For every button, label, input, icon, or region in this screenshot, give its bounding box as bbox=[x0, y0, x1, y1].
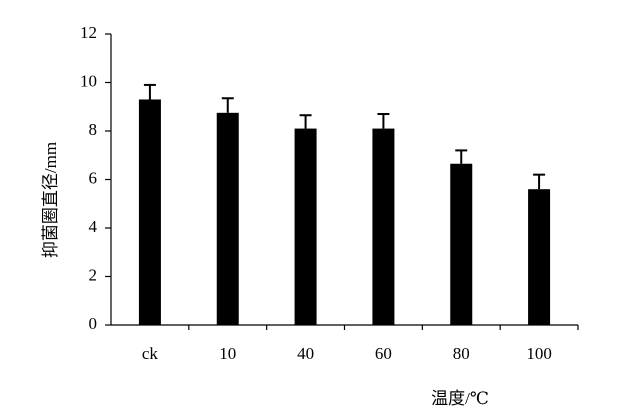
bar bbox=[216, 112, 239, 325]
y-tick-label: 12 bbox=[80, 23, 97, 42]
bar bbox=[450, 163, 473, 325]
error-bar bbox=[299, 114, 312, 129]
x-axis-label: 温度/℃ bbox=[431, 389, 489, 408]
x-tick-label: 60 bbox=[375, 344, 392, 363]
y-tick-label: 0 bbox=[89, 314, 98, 333]
error-bar bbox=[455, 149, 468, 164]
y-tick-label: 4 bbox=[89, 217, 98, 236]
x-tick-label: 100 bbox=[526, 344, 552, 363]
y-tick-label: 6 bbox=[89, 168, 98, 187]
x-tick-label: 10 bbox=[219, 344, 236, 363]
y-tick-label: 8 bbox=[89, 120, 98, 139]
x-tick-label: ck bbox=[142, 344, 159, 363]
y-axis-label: 抑菌圈直径/mm bbox=[41, 142, 60, 258]
x-tick-label: 80 bbox=[453, 344, 470, 363]
bar bbox=[372, 128, 395, 325]
y-tick-label: 10 bbox=[80, 71, 97, 90]
bar bbox=[294, 128, 317, 325]
x-tick-label: 40 bbox=[297, 344, 314, 363]
bar bbox=[138, 99, 161, 325]
error-bar bbox=[221, 97, 234, 113]
y-tick-label: 2 bbox=[89, 265, 98, 284]
error-bar bbox=[143, 83, 156, 100]
error-bar bbox=[377, 113, 390, 129]
bar bbox=[528, 189, 551, 325]
error-bar bbox=[533, 173, 546, 190]
